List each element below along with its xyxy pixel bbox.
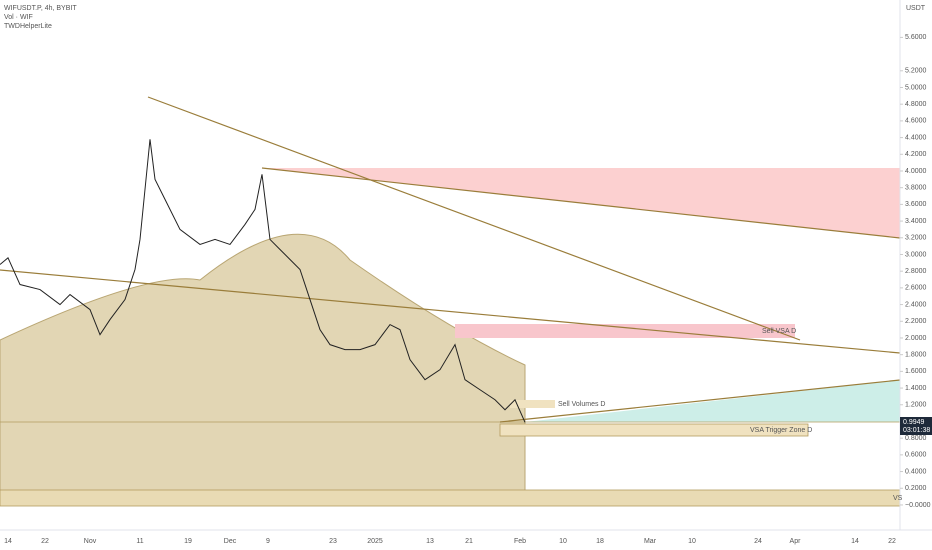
y-tick-label: 4.0000	[905, 168, 927, 175]
x-tick-label: 23	[329, 538, 337, 545]
y-tick-label: 4.6000	[905, 118, 927, 125]
volume-label: Vol · WIF	[4, 14, 33, 21]
y-tick-label: 0.6000	[905, 452, 927, 459]
x-tick-label: 9	[266, 538, 270, 545]
x-tick-label: 2025	[367, 538, 383, 545]
x-tick-label: 19	[184, 538, 192, 545]
y-tick-label: 2.8000	[905, 268, 927, 275]
trigger-zone-fill	[525, 380, 900, 422]
y-tick-label: 2.2000	[905, 318, 927, 325]
y-tick-label: 5.6000	[905, 34, 927, 41]
y-tick-label: 2.4000	[905, 301, 927, 308]
y-tick-label: 1.2000	[905, 402, 927, 409]
zone-label: VSA Trigger Zone D	[750, 427, 812, 434]
x-tick-label: 18	[596, 538, 604, 545]
y-tick-label: 3.6000	[905, 201, 927, 208]
y-tick-label: 4.8000	[905, 101, 927, 108]
last-price: 0.9949	[903, 419, 925, 426]
vsa-trigger-zone	[499, 423, 809, 437]
sell-vsa-zone	[455, 324, 795, 338]
y-tick-label: 1.4000	[905, 385, 927, 392]
currency: USDT	[906, 5, 926, 12]
price-tag	[900, 417, 932, 435]
y-tick-label: 1.8000	[905, 352, 927, 359]
price-line	[0, 139, 526, 423]
trend-lines	[0, 96, 901, 423]
sell-volumes-zone	[510, 400, 555, 408]
x-tick-label: Nov	[84, 538, 97, 545]
symbol: WIFUSDT.P, 4h, BYBIT	[4, 5, 77, 12]
y-tick-label: 5.2000	[905, 68, 927, 75]
y-tick-label: 3.4000	[905, 218, 927, 225]
x-tick-label: 22	[41, 538, 49, 545]
x-tick-label: 10	[559, 538, 567, 545]
x-tick-label: 10	[688, 538, 696, 545]
x-tick-label: 14	[4, 538, 12, 545]
x-tick-label: Feb	[514, 538, 526, 545]
x-tick-label: Mar	[644, 538, 657, 545]
y-tick-label: 1.6000	[905, 368, 927, 375]
zone-label: VS	[893, 495, 903, 502]
x-tick-label: 13	[426, 538, 434, 545]
y-tick-label: 0.8000	[905, 435, 927, 442]
x-tick-label: 14	[851, 538, 859, 545]
x-tick-label: 21	[465, 538, 473, 545]
x-tick-label: Dec	[224, 538, 237, 545]
bottom-zone	[0, 489, 901, 507]
y-tick-label: 2.0000	[905, 335, 927, 342]
y-tick-label: 4.2000	[905, 151, 927, 158]
indicator-label: TWDHelperLite	[4, 23, 52, 30]
y-tick-label: 2.6000	[905, 285, 927, 292]
zone-label: Sell Volumes D	[558, 401, 605, 408]
x-tick-label: 22	[888, 538, 896, 545]
y-tick-label: 4.4000	[905, 134, 927, 141]
countdown: 03:01:38	[903, 427, 930, 434]
y-tick-label: 3.8000	[905, 185, 927, 192]
x-tick-label: 11	[136, 538, 143, 545]
zone-label: Sell VSA D	[762, 328, 796, 335]
y-tick-label: −0.0000	[905, 502, 931, 509]
volume-profile	[0, 233, 526, 506]
y-tick-label: 0.4000	[905, 468, 927, 475]
x-tick-label: 24	[754, 538, 762, 545]
y-tick-label: 3.0000	[905, 251, 927, 258]
y-tick-label: 5.0000	[905, 84, 927, 91]
x-tick-label: Apr	[790, 538, 802, 545]
y-tick-label: 3.2000	[905, 235, 927, 242]
y-tick-label: 0.2000	[905, 485, 927, 492]
